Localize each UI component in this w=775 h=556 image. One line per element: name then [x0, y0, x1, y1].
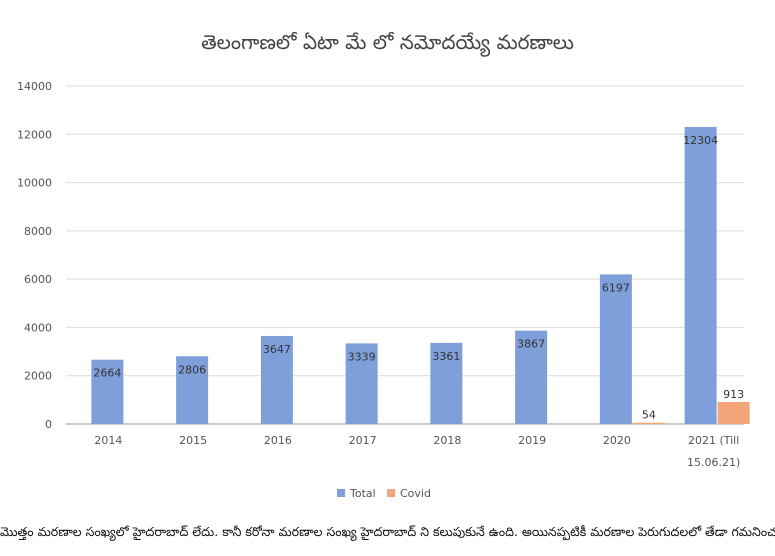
chart-title: తెలంగాణలో ఏటా మే లో నమోదయ్యే మరణాలు — [201, 30, 574, 54]
gridlines — [66, 85, 744, 425]
data-labels: 2664 2806 3647 3339 3361 3867 6197 54 12304 913 — [93, 134, 744, 422]
bars — [91, 126, 750, 424]
bar-total — [599, 274, 632, 424]
x-tick-label: 2021 (Till — [688, 434, 739, 447]
bar-total — [91, 359, 124, 424]
y-tick-label: 6000 — [24, 273, 52, 286]
y-tick-label: 8000 — [24, 225, 52, 238]
bar-total — [430, 342, 463, 424]
bar-total — [176, 356, 209, 424]
bar-covid — [717, 401, 750, 424]
data-label: 2664 — [93, 367, 121, 380]
legend: Total Covid — [337, 487, 431, 500]
data-label: 3339 — [348, 350, 376, 363]
data-label: 913 — [723, 388, 744, 401]
bar-total — [260, 335, 293, 424]
bar-total — [345, 343, 378, 424]
data-label: 3647 — [263, 343, 291, 356]
x-tick-label: 2017 — [349, 434, 377, 447]
y-tick-label: 10000 — [17, 177, 52, 190]
y-tick-label: 4000 — [24, 321, 52, 334]
bar-total — [515, 330, 548, 424]
bar-covid — [632, 422, 665, 424]
legend-label-total: Total — [349, 487, 376, 500]
x-tick-label: 2014 — [94, 434, 122, 447]
x-tick-label: 15.06.21) — [687, 456, 740, 469]
x-tick-label: 2018 — [433, 434, 461, 447]
axes: 0 2000 4000 6000 8000 10000 12000 14000 2014 2015… — [17, 80, 740, 469]
data-label: 12304 — [683, 134, 718, 147]
x-tick-label: 2020 — [603, 434, 631, 447]
data-label: 2806 — [178, 363, 206, 376]
data-label: 3867 — [517, 338, 545, 351]
x-tick-label: 2019 — [518, 434, 546, 447]
footnote: మొత్తం మరణాల సంఖ్యలో హైదరాబాద్ లేదు. కాన… — [0, 524, 775, 539]
y-tick-label: 2000 — [24, 370, 52, 383]
legend-swatch-covid — [387, 489, 395, 497]
x-tick-label: 2016 — [264, 434, 292, 447]
data-label: 3361 — [432, 350, 460, 363]
legend-label-covid: Covid — [400, 487, 431, 500]
y-tick-label: 0 — [45, 418, 52, 431]
bar-total — [684, 126, 717, 424]
legend-swatch-total — [337, 489, 345, 497]
x-tick-label: 2015 — [179, 434, 207, 447]
y-tick-label: 14000 — [17, 80, 52, 93]
data-label: 6197 — [602, 281, 630, 294]
y-tick-label: 12000 — [17, 128, 52, 141]
data-label: 54 — [642, 409, 656, 422]
